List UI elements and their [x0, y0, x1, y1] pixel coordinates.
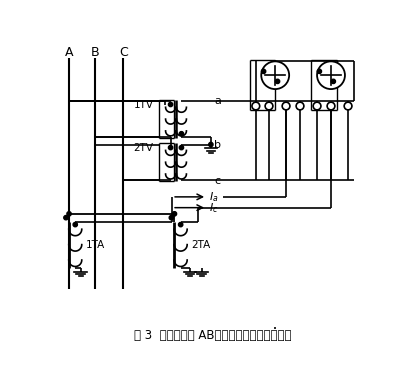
Text: 1TV: 1TV — [134, 100, 154, 110]
Circle shape — [209, 142, 213, 147]
Circle shape — [179, 146, 183, 150]
Circle shape — [73, 223, 77, 227]
Circle shape — [265, 102, 273, 110]
Circle shape — [317, 69, 322, 74]
Circle shape — [169, 216, 173, 220]
Text: 2TA: 2TA — [191, 240, 211, 250]
Circle shape — [252, 102, 260, 110]
Text: 图 3  电压互感器 AB相副边极性反接的接线图: 图 3 电压互感器 AB相副边极性反接的接线图 — [134, 329, 292, 342]
Text: $I_a$: $I_a$ — [209, 190, 219, 204]
Circle shape — [172, 212, 177, 216]
Circle shape — [64, 216, 68, 220]
Text: b: b — [214, 140, 221, 150]
Text: C: C — [119, 46, 128, 59]
Text: c: c — [214, 176, 220, 186]
Text: 2TV: 2TV — [134, 143, 154, 153]
Circle shape — [179, 132, 183, 136]
Circle shape — [67, 212, 71, 216]
Circle shape — [261, 61, 289, 89]
Circle shape — [331, 79, 335, 83]
Text: A: A — [65, 46, 73, 59]
Circle shape — [282, 102, 290, 110]
Text: B: B — [90, 46, 99, 59]
Circle shape — [275, 79, 280, 83]
Circle shape — [317, 61, 345, 89]
Circle shape — [261, 69, 266, 74]
Text: 1TA: 1TA — [86, 240, 105, 250]
Circle shape — [168, 146, 173, 150]
Circle shape — [168, 102, 173, 106]
Circle shape — [327, 102, 335, 110]
Text: a: a — [214, 97, 221, 106]
Circle shape — [313, 102, 321, 110]
Circle shape — [344, 102, 352, 110]
Circle shape — [178, 223, 183, 227]
Text: $I_c$: $I_c$ — [209, 201, 219, 214]
Circle shape — [296, 102, 304, 110]
